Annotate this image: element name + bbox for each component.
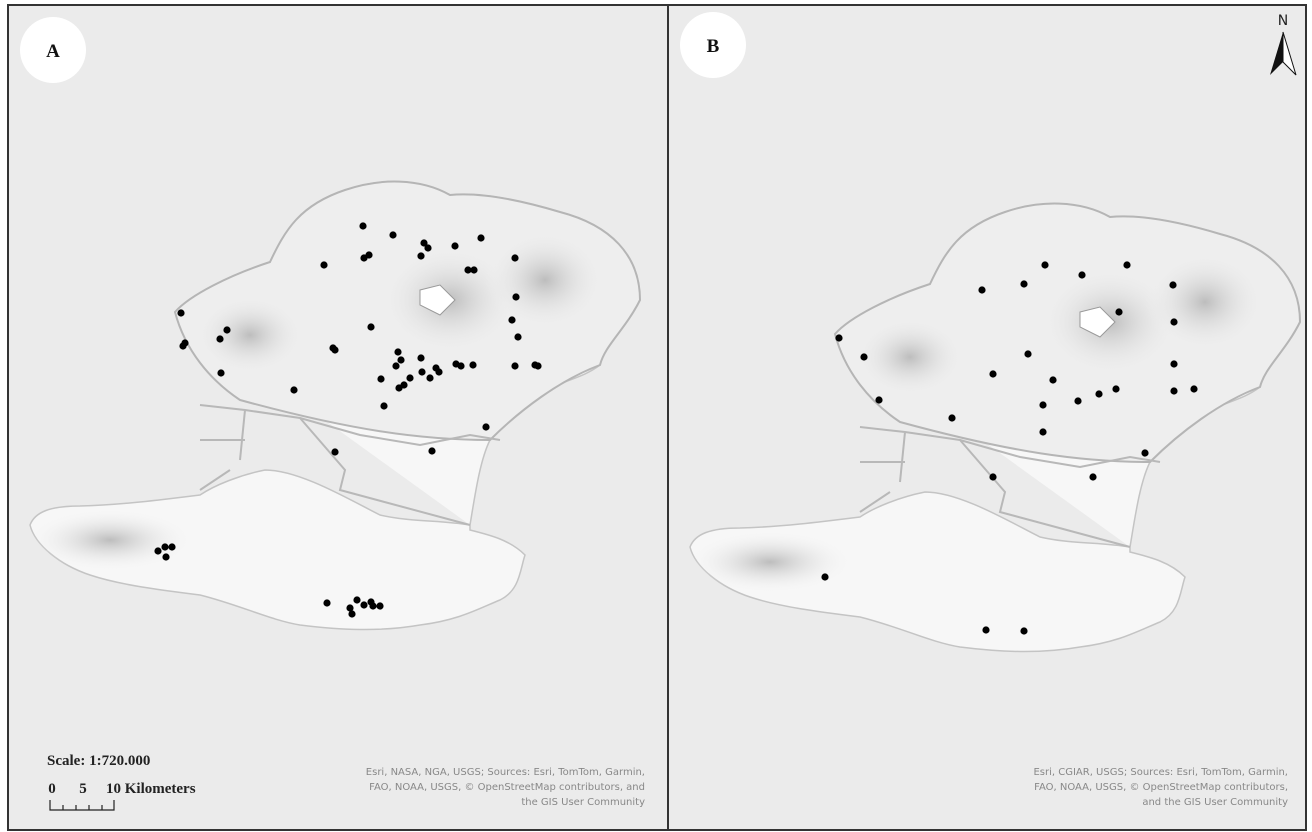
site-point xyxy=(177,309,184,316)
site-point xyxy=(821,573,828,580)
attribution: and the GIS User Community xyxy=(1142,797,1288,808)
site-point xyxy=(470,266,477,273)
site-point xyxy=(1112,385,1119,392)
site-point xyxy=(353,596,360,603)
site-point xyxy=(1049,376,1056,383)
site-point xyxy=(1170,387,1177,394)
site-point xyxy=(417,354,424,361)
site-point xyxy=(369,602,376,609)
site-point xyxy=(397,356,404,363)
site-point xyxy=(508,316,515,323)
site-point xyxy=(428,447,435,454)
site-point xyxy=(216,335,223,342)
site-point xyxy=(1170,360,1177,367)
site-point xyxy=(331,448,338,455)
site-point xyxy=(1074,397,1081,404)
scale-tick-label: 0 xyxy=(48,781,56,797)
site-point xyxy=(161,543,168,550)
site-point xyxy=(179,342,186,349)
site-point xyxy=(395,384,402,391)
site-point xyxy=(1020,627,1027,634)
site-point xyxy=(835,334,842,341)
attribution: Esri, CGIAR, USGS; Sources: Esri, TomTom… xyxy=(1033,767,1288,778)
site-point xyxy=(435,368,442,375)
scale-text: Scale: 1:720.000 xyxy=(47,753,150,769)
site-point xyxy=(457,362,464,369)
site-point xyxy=(348,610,355,617)
site-point xyxy=(1089,473,1096,480)
site-point xyxy=(1190,385,1197,392)
site-point xyxy=(989,370,996,377)
site-point xyxy=(514,333,521,340)
attribution: Esri, NASA, NGA, USGS; Sources: Esri, To… xyxy=(366,767,645,778)
site-point xyxy=(380,402,387,409)
site-point xyxy=(512,293,519,300)
site-point xyxy=(1170,318,1177,325)
site-point xyxy=(1039,401,1046,408)
site-point xyxy=(948,414,955,421)
site-point xyxy=(367,323,374,330)
site-point xyxy=(389,231,396,238)
attribution: FAO, NOAA, USGS, © OpenStreetMap contrib… xyxy=(1034,782,1288,793)
site-point xyxy=(469,361,476,368)
site-point xyxy=(1041,261,1048,268)
site-point xyxy=(477,234,484,241)
site-point xyxy=(1095,390,1102,397)
site-point xyxy=(875,396,882,403)
site-point xyxy=(320,261,327,268)
site-point xyxy=(417,252,424,259)
site-point xyxy=(1039,428,1046,435)
site-point xyxy=(406,374,413,381)
site-point xyxy=(1024,350,1031,357)
site-point xyxy=(511,362,518,369)
site-point xyxy=(860,353,867,360)
site-point xyxy=(1078,271,1085,278)
north-label: N xyxy=(1278,13,1288,29)
scale-tick-label: 5 xyxy=(79,781,87,797)
site-point xyxy=(377,375,384,382)
site-point xyxy=(154,547,161,554)
panel-label: B xyxy=(707,36,720,57)
site-point xyxy=(217,369,224,376)
site-point xyxy=(1020,280,1027,287)
site-point xyxy=(323,599,330,606)
site-point xyxy=(394,348,401,355)
site-point xyxy=(359,222,366,229)
site-point xyxy=(989,473,996,480)
map-figure: A B N Scale: 1:720.000 0 5 10 Kilometers… xyxy=(0,0,1312,832)
site-point xyxy=(1141,449,1148,456)
site-point xyxy=(534,362,541,369)
site-point xyxy=(1169,281,1176,288)
site-point xyxy=(360,601,367,608)
site-point xyxy=(223,326,230,333)
site-point xyxy=(482,423,489,430)
site-point xyxy=(392,362,399,369)
site-point xyxy=(168,543,175,550)
panel-label: A xyxy=(46,41,60,62)
site-point xyxy=(360,254,367,261)
attribution: the GIS User Community xyxy=(521,797,645,808)
site-point xyxy=(511,254,518,261)
site-point xyxy=(162,553,169,560)
site-point xyxy=(290,386,297,393)
site-point xyxy=(418,368,425,375)
site-point xyxy=(376,602,383,609)
site-point xyxy=(451,242,458,249)
site-point xyxy=(424,244,431,251)
site-point xyxy=(1123,261,1130,268)
attribution: FAO, NOAA, USGS, © OpenStreetMap contrib… xyxy=(369,782,645,793)
scale-tick-label: 10 Kilometers xyxy=(106,781,196,797)
site-point xyxy=(426,374,433,381)
site-point xyxy=(1115,308,1122,315)
site-point xyxy=(331,346,338,353)
site-point xyxy=(982,626,989,633)
site-point xyxy=(978,286,985,293)
